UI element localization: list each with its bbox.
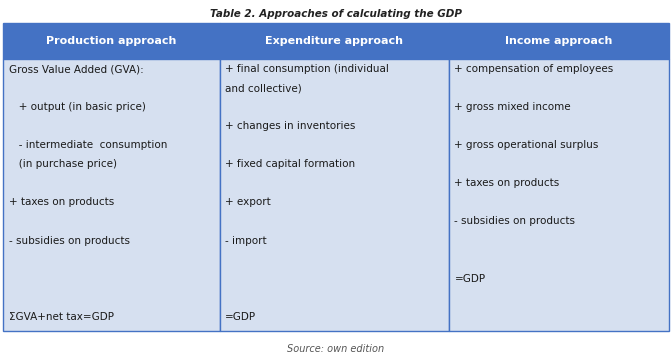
Text: Gross Value Added (GVA):: Gross Value Added (GVA):	[9, 64, 144, 74]
Text: + taxes on products: + taxes on products	[454, 178, 560, 188]
Bar	[449, 58, 669, 331]
Text: - subsidies on products: - subsidies on products	[454, 216, 575, 226]
Text: Source: own edition: Source: own edition	[288, 344, 384, 354]
Text: Table 2. Approaches of calculating the GDP: Table 2. Approaches of calculating the G…	[210, 9, 462, 19]
Text: =GDP: =GDP	[454, 274, 486, 284]
Text: (in purchase price): (in purchase price)	[9, 159, 117, 169]
Text: + gross mixed income: + gross mixed income	[454, 102, 571, 112]
Bar	[3, 23, 220, 58]
Text: + output (in basic price): + output (in basic price)	[9, 102, 146, 112]
Text: + gross operational surplus: + gross operational surplus	[454, 140, 599, 150]
Text: - subsidies on products: - subsidies on products	[9, 236, 130, 246]
Bar	[449, 23, 669, 58]
Text: + final consumption (individual: + final consumption (individual	[225, 64, 389, 74]
Text: + compensation of employees: + compensation of employees	[454, 64, 614, 74]
Text: + taxes on products: + taxes on products	[9, 198, 114, 208]
Text: + export: + export	[225, 198, 271, 208]
Bar	[220, 23, 449, 58]
Text: Income approach: Income approach	[505, 36, 613, 46]
Text: Production approach: Production approach	[46, 36, 177, 46]
Bar	[220, 58, 449, 331]
Text: =GDP: =GDP	[225, 312, 256, 322]
Text: + fixed capital formation: + fixed capital formation	[225, 159, 355, 169]
Text: + changes in inventories: + changes in inventories	[225, 121, 355, 131]
Bar	[3, 58, 220, 331]
Text: and collective): and collective)	[225, 83, 302, 93]
Text: - intermediate  consumption: - intermediate consumption	[9, 140, 167, 150]
Text: ΣGVA+net tax=GDP: ΣGVA+net tax=GDP	[9, 312, 114, 322]
Text: - import: - import	[225, 236, 267, 246]
Text: Expenditure approach: Expenditure approach	[265, 36, 403, 46]
